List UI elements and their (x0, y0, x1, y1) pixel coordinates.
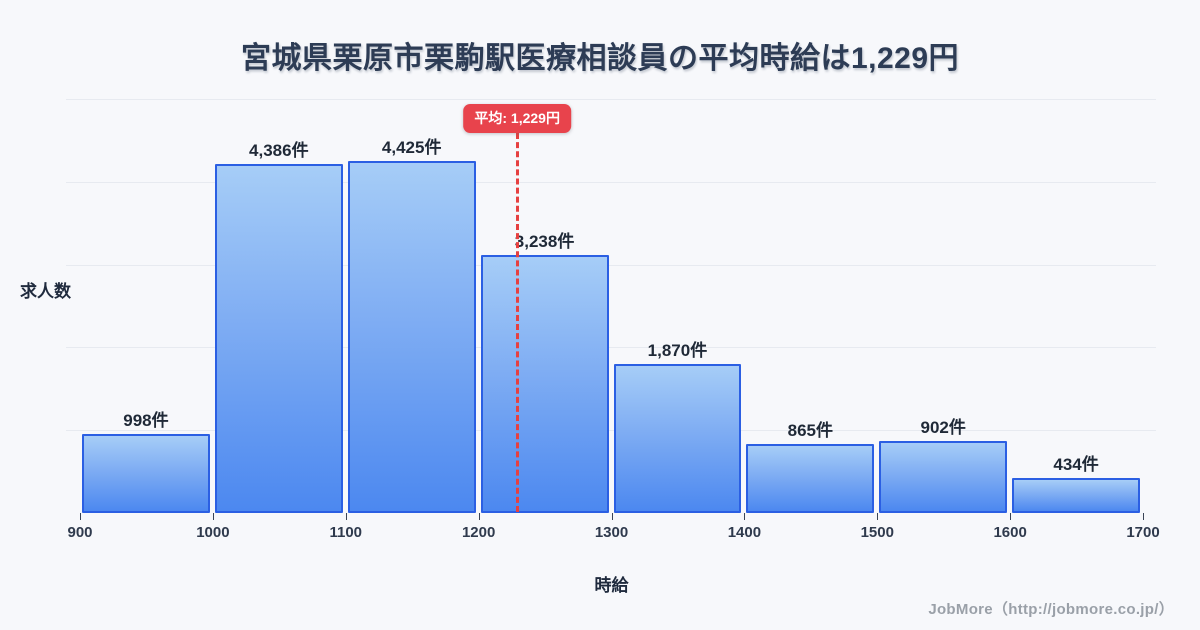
gridline (66, 99, 1156, 100)
x-axis-tick-label: 1700 (1126, 524, 1160, 541)
histogram-bar (480, 255, 609, 513)
x-axis-tick-label: 1200 (461, 524, 496, 541)
x-axis-tick-label: 1300 (594, 524, 629, 541)
x-axis-tick-label: 1500 (860, 524, 894, 541)
bar-value-label: 4,386件 (249, 140, 309, 160)
average-badge: 平均: 1,229円 (463, 104, 571, 133)
footer-credit: JobMore（http://jobmore.co.jp/） (928, 601, 1174, 618)
gridline (66, 264, 1156, 266)
histogram-bar (746, 444, 875, 513)
histogram-bar (214, 163, 343, 513)
x-axis-tick (212, 513, 214, 520)
x-axis-tick (611, 513, 613, 520)
x-axis-tick-label: 1000 (196, 524, 230, 541)
histogram-bar (879, 441, 1008, 513)
histogram-bar (347, 160, 476, 513)
gridline (66, 181, 1156, 183)
x-axis-tick-label: 1400 (727, 524, 762, 541)
y-axis-title: 求人数 (20, 282, 71, 301)
bar-value-label: 902件 (920, 418, 966, 438)
gridline (66, 347, 1156, 349)
bar-value-label: 3,238件 (514, 232, 575, 252)
x-axis-tick (478, 513, 480, 520)
x-axis-title: 時給 (594, 576, 629, 595)
histogram-bar (1012, 478, 1140, 513)
bar-value-label: 998件 (123, 410, 169, 430)
x-axis-tick (744, 513, 746, 520)
gridline (66, 430, 1156, 432)
x-axis-tick (345, 513, 347, 520)
bar-value-label: 1,870件 (647, 341, 708, 361)
bar-value-label: 4,425件 (381, 137, 442, 157)
average-line (515, 133, 519, 512)
histogram-bar (82, 433, 210, 513)
x-axis-tick (1143, 513, 1144, 520)
bar-value-label: 434件 (1053, 455, 1099, 475)
histogram-bar (613, 364, 742, 513)
x-axis-tick (877, 513, 879, 520)
bar-value-label: 865件 (787, 421, 833, 441)
x-axis-tick (80, 513, 81, 520)
x-axis-tick-label: 1100 (329, 524, 363, 541)
x-axis-tick (1010, 513, 1012, 520)
x-axis-tick-label: 1600 (993, 524, 1027, 541)
x-axis-tick-label: 900 (67, 524, 93, 541)
chart-title: 宮城県栗原市栗駒駅医療相談員の平均時給は1,229円 (240, 42, 960, 75)
